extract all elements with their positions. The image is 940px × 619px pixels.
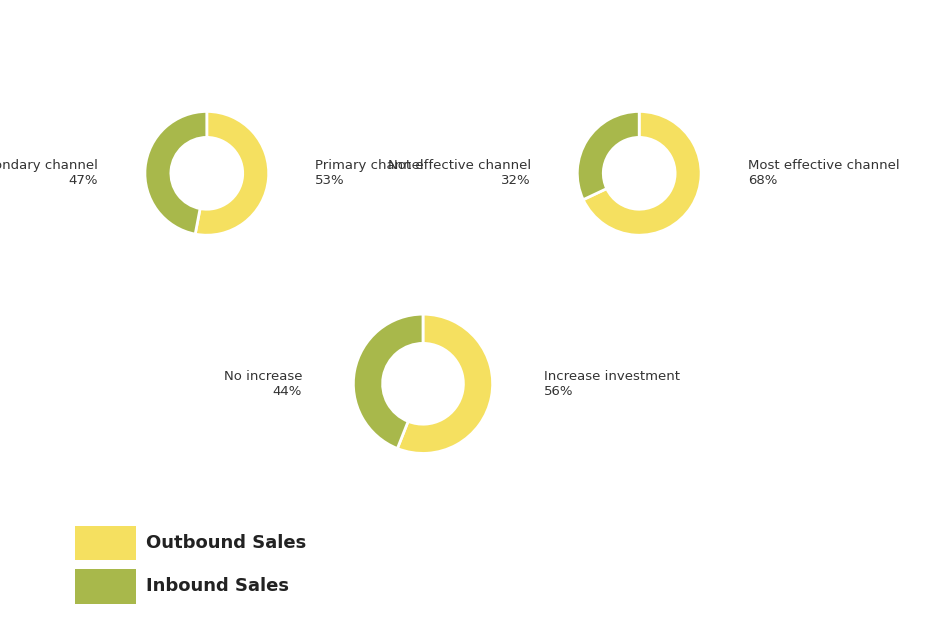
Text: Increase investment
56%: Increase investment 56% (544, 370, 680, 398)
Text: Most effective channel
68%: Most effective channel 68% (747, 159, 900, 188)
Text: Secondary channel
47%: Secondary channel 47% (0, 159, 99, 188)
Text: Outbound Sales: Outbound Sales (146, 534, 306, 552)
Wedge shape (145, 111, 207, 234)
Wedge shape (196, 111, 269, 235)
Text: Inbound Sales: Inbound Sales (146, 577, 289, 595)
Text: Primary channel
53%: Primary channel 53% (315, 159, 424, 188)
Text: Not effective channel
32%: Not effective channel 32% (387, 159, 531, 188)
Wedge shape (577, 111, 639, 200)
Wedge shape (398, 314, 493, 453)
Wedge shape (353, 314, 423, 449)
Text: No increase
44%: No increase 44% (224, 370, 302, 398)
Wedge shape (583, 111, 701, 235)
